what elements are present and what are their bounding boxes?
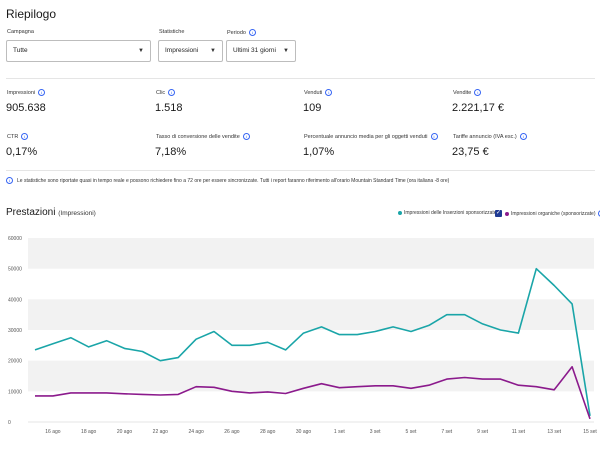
y-tick-label: 60000 [8,236,22,242]
y-tick-label: 50000 [8,267,22,273]
x-tick-label: 30 ago [296,429,312,435]
performance-chart: 0 10000 20000 30000 40000 50000 60000 16 ago 18 … [8,236,597,435]
metric-label: Clic i [156,89,176,96]
x-tick-label: 9 set [477,429,488,435]
y-tick-label: 10000 [8,389,22,395]
divider [6,170,595,171]
checkbox-checked-icon[interactable]: ✓ [495,210,502,217]
metric-value: 7,18% [155,146,187,158]
legend-dot-icon [505,211,509,216]
y-tick-label: 40000 [8,297,22,303]
info-icon[interactable]: i [21,133,29,140]
stats-label: Statistiche [159,29,185,35]
series-line-organic [35,366,591,420]
x-tick-label: 3 set [370,429,381,435]
grid-band [28,299,594,330]
metric-label: Venduti i [304,89,333,96]
info-icon[interactable]: i [598,210,600,217]
metric-value: 1,07% [303,146,335,158]
x-tick-label: 28 ago [260,429,276,435]
chevron-down-icon: ▼ [138,48,144,54]
campaign-label: Campagna [7,29,34,35]
info-icon[interactable]: i [430,133,438,140]
period-select[interactable]: Ultimi 31 giorni ▼ [226,40,296,62]
metric-value: 1.518 [155,102,183,114]
x-tick-label: 20 ago [117,429,133,435]
metric-label: Tasso di conversione delle vendite i [156,133,250,140]
info-icon[interactable]: i [168,89,176,96]
legend-label: Impressioni delle Inserzioni sponsorizza… [404,210,497,216]
metric-value: 905.638 [6,102,46,114]
x-tick-label: 7 set [441,429,452,435]
legend-item-promoted: Impressioni delle Inserzioni sponsorizza… [398,210,497,216]
info-icon[interactable]: i [248,29,256,36]
x-tick-label: 15 set [583,429,597,435]
grid-band [28,238,594,269]
period-select-value: Ultimi 31 giorni [233,47,276,54]
x-tick-label: 5 set [406,429,417,435]
campaign-select-value: Tutte [13,47,28,54]
legend-label: Impressioni organiche (sponsorizzate) [511,210,596,217]
info-icon[interactable]: i [242,133,250,140]
x-tick-label: 1 set [334,429,345,435]
period-label: Periodo i [227,29,256,36]
metric-label: Vendite i [453,89,482,96]
x-tick-label: 18 ago [81,429,97,435]
info-icon[interactable]: i [474,89,482,96]
x-tick-label: 24 ago [188,429,204,435]
x-tick-label: 13 set [547,429,561,435]
chart-title-text: Prestazioni [6,207,56,218]
x-tick-label: 11 set [512,429,526,435]
legend-item-organic[interactable]: ✓ Impressioni organiche (sponsorizzate)i [495,210,600,217]
chevron-down-icon: ▼ [210,48,216,54]
info-icon: i [6,177,13,184]
y-tick-label: 30000 [8,328,22,334]
chart-subtitle: (Impressioni) [58,210,96,217]
metric-value: 23,75 € [452,146,489,158]
x-tick-label: 22 ago [153,429,169,435]
metric-value: 2.221,17 € [452,102,504,114]
info-icon[interactable]: i [519,133,527,140]
info-icon[interactable]: i [38,89,46,96]
x-tick-label: 26 ago [224,429,240,435]
y-tick-label: 20000 [8,359,22,365]
sync-note-text: Le statistiche sono riportate quasi in t… [17,177,450,184]
chevron-down-icon: ▼ [283,48,289,54]
campaign-select[interactable]: Tutte ▼ [6,40,151,62]
info-icon[interactable]: i [325,89,333,96]
stats-select[interactable]: Impressioni ▼ [158,40,223,62]
metric-value: 109 [303,102,322,114]
metric-label: Tariffe annuncio (IVA esc.) i [453,133,527,140]
sync-note: i Le statistiche sono riportate quasi in … [6,177,449,184]
metric-label: Percentuale annuncio media per gli ogget… [304,133,438,140]
page-title: Riepilogo [6,7,57,21]
y-tick-label: 0 [8,420,11,426]
metric-label: CTR i [7,133,29,140]
series-line-promoted [34,267,591,417]
metric-value: 0,17% [6,146,38,158]
chart-title: Prestazioni (Impressioni) [6,207,96,218]
stats-select-value: Impressioni [165,47,199,54]
metric-label: Impressioni i [7,89,46,96]
x-tick-label: 16 ago [45,429,61,435]
divider [6,78,595,79]
legend-dot-icon [398,210,402,215]
period-label-text: Periodo [227,29,246,36]
